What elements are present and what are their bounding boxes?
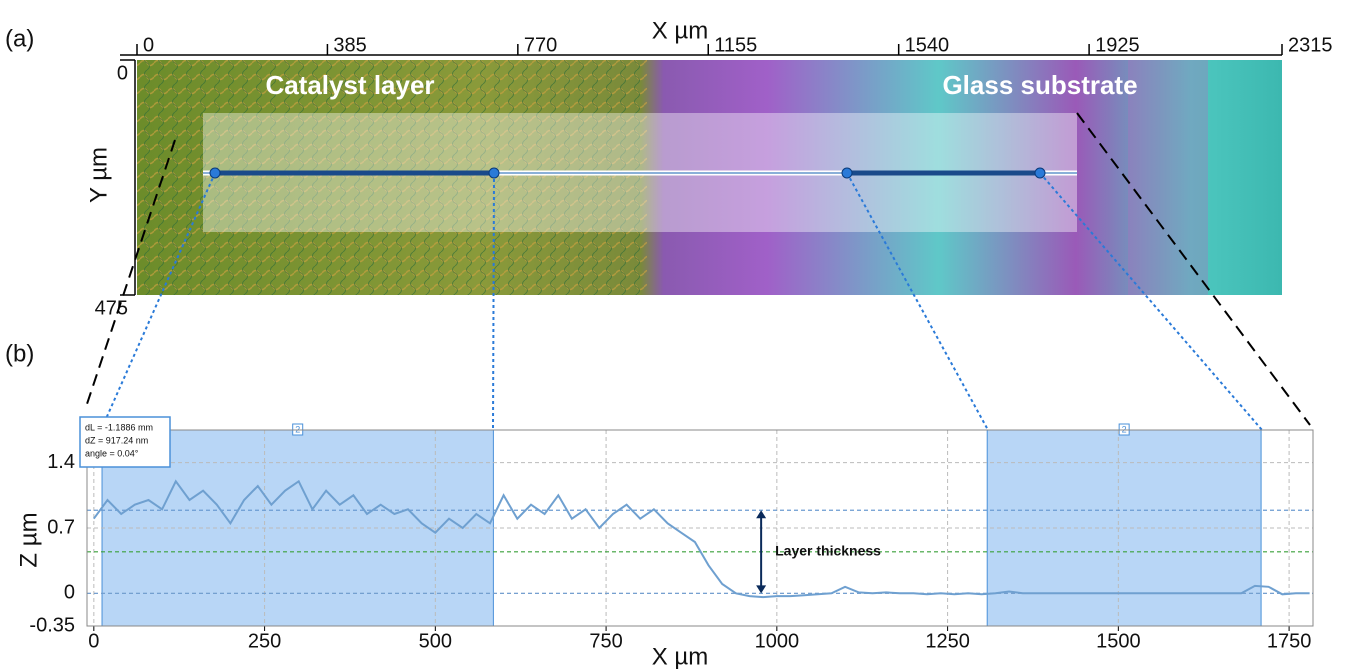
panel-label: (b) bbox=[5, 340, 34, 367]
y-tick-label: 1.4 bbox=[47, 451, 75, 473]
y-tick-label: 0 bbox=[117, 62, 128, 84]
x-tick-label: 1500 bbox=[1096, 630, 1141, 652]
annotation: Glass substrate bbox=[942, 70, 1137, 100]
panel-label: (a) bbox=[5, 25, 34, 52]
x-tick-label: 250 bbox=[248, 630, 281, 652]
y-tick-label: -0.35 bbox=[29, 614, 75, 636]
arrow-label: Layer thickness bbox=[775, 543, 881, 559]
info-text: dZ = 917.24 nm bbox=[85, 435, 148, 445]
x-tick-label: 1000 bbox=[755, 630, 800, 652]
region-label: 2 bbox=[295, 424, 300, 434]
y-tick-label: 475 bbox=[95, 297, 128, 319]
x-tick-label: 770 bbox=[524, 34, 557, 56]
x-axis-label: X µm bbox=[652, 17, 709, 44]
connector bbox=[493, 173, 494, 430]
x-tick-label: 750 bbox=[589, 630, 622, 652]
panel-a: (a) X µm Y µm Catalyst layer Glass subst… bbox=[5, 17, 1333, 319]
x-tick-label: 1250 bbox=[925, 630, 970, 652]
info-text: angle = 0.04° bbox=[85, 448, 139, 458]
y-axis-label: Y µm bbox=[85, 147, 112, 203]
x-tick-label: 0 bbox=[88, 630, 99, 652]
x-tick-label: 500 bbox=[419, 630, 452, 652]
annotation: Catalyst layer bbox=[265, 70, 434, 100]
x-tick-label: 2315 bbox=[1288, 34, 1333, 56]
region-label: 2 bbox=[1122, 424, 1127, 434]
substrate-band bbox=[1128, 60, 1208, 295]
figure: (a) X µm Y µm Catalyst layer Glass subst… bbox=[0, 0, 1348, 669]
x-tick-label: 0 bbox=[143, 34, 154, 56]
y-tick-label: 0.7 bbox=[47, 516, 75, 538]
x-tick-label: 385 bbox=[333, 34, 366, 56]
x-tick-label: 1540 bbox=[905, 34, 950, 56]
x-tick-label: 1750 bbox=[1267, 630, 1312, 652]
x-tick-label: 1925 bbox=[1095, 34, 1140, 56]
x-tick-label: 1155 bbox=[714, 34, 757, 56]
info-text: dL = -1.1886 mm bbox=[85, 422, 153, 432]
y-axis-label: Z µm bbox=[15, 512, 42, 567]
y-tick-label: 0 bbox=[64, 582, 75, 604]
x-axis-label: X µm bbox=[652, 643, 709, 669]
panel-b: (b) X µm Z µm 2 2 -0.35 0 0.7 1.4 0 250 500 750 10… bbox=[5, 340, 1313, 669]
